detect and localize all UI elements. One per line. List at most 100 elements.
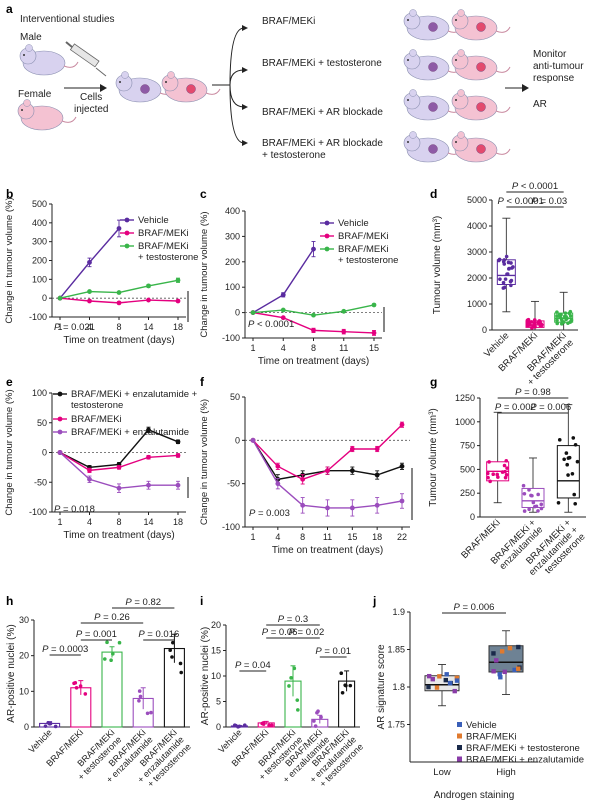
data-point [502,669,507,675]
panel-letter-i: i [200,594,203,608]
data-point [280,307,286,313]
data-point [57,295,63,301]
data-point [168,648,172,653]
data-point [566,456,571,460]
y-axis-label: AR-positive nuclei (%) [200,627,211,725]
data-point [341,329,347,335]
x-tick-label: 1 [250,343,255,353]
data-point [529,493,533,498]
data-point [557,438,562,442]
y-tick-label: -100 [29,507,47,517]
x-tick-label: 1 [57,517,62,527]
legend-marker-0 [124,217,130,223]
y-tick-label: 30 [19,615,29,625]
data-point [444,672,449,677]
mouse-arm4-female-tail [495,148,511,155]
data-point [497,257,502,262]
output-ar: AR [533,99,547,110]
x-axis-label: Time on treatment (days) [272,545,383,556]
data-point [374,502,380,508]
x-tick-label: 22 [397,532,407,542]
box-0 [496,259,516,285]
comparison-p-value: P = 0.82 [125,597,161,608]
branch-arrow-3 [229,84,245,144]
mouse-injected-female-tumour [186,84,196,94]
y-tick-label: 500 [460,464,475,474]
y-axis-label: Change in tumour volume (%) [199,211,210,337]
data-point [116,300,122,306]
panel-letter-f: f [200,375,205,389]
data-point [521,483,526,488]
data-point [137,698,141,703]
data-point [501,280,506,285]
y-tick-label: 4000 [467,221,487,231]
data-point [454,675,460,681]
x-axis-label: Androgen staining [434,790,515,801]
mouse-female-tail [61,116,77,123]
data-point [452,688,457,694]
data-point [343,683,347,687]
mouse-injected-female-ear [167,71,175,79]
data-point [234,723,238,728]
data-point [53,724,58,729]
data-point [559,312,563,317]
x-tick-label: 8 [116,322,121,332]
mouse-arm3-male-eye [407,99,409,101]
label-female: Female [18,89,52,100]
legend-label-0: Vehicle [338,218,369,229]
comparison-p-value: P = 0.03 [531,196,567,207]
data-point [534,504,539,509]
mouse-arm4-male [403,131,463,163]
data-point [570,472,575,476]
mouse-male-ear [25,44,33,52]
y-tick-label: 20 [211,620,221,630]
data-point [505,272,509,276]
legend-marker-1 [57,416,63,422]
panel-letter-j: j [372,594,376,608]
x-tick-label: 11 [323,532,332,542]
data-point [568,314,573,318]
mouse-arm1-female-tail [495,26,511,33]
data-point [237,724,242,729]
data-point [573,501,578,506]
data-point [87,476,92,482]
data-point [399,498,405,504]
x-axis-label: Time on treatment (days) [63,530,174,541]
data-point [563,311,568,315]
data-point [503,475,508,480]
data-point [116,485,122,491]
data-point [507,645,513,651]
x-tick-label: 14 [143,322,153,332]
data-point [527,488,531,492]
mouse-arm4-male-ear [409,131,417,139]
y-tick-label: 15 [211,646,221,656]
y-tick-label: 0 [42,448,47,458]
legend-label-3: BRAF/MEKi + enzalutamide [466,755,584,766]
x-tick-label: 1 [57,322,62,332]
legend-marker-2 [57,429,63,435]
data-point [502,262,507,266]
series-line-0 [252,248,315,314]
data-point [447,680,453,686]
legend-swatch-3 [457,756,462,762]
y-axis-label: Tumour volume (mm3) [432,216,443,315]
y-tick-label: 100 [32,388,47,398]
x-tick-label: 11 [339,343,348,353]
data-point [300,476,306,482]
mouse-arm1-female-tumour [476,22,486,32]
data-point [522,509,527,513]
mouse-injected-female-eye [165,81,167,83]
box-2 [556,445,580,499]
data-point [295,698,300,702]
data-point [109,658,113,663]
data-point [509,261,513,265]
syringe-needle [95,67,107,77]
mouse-arm3-female-eye [455,99,457,101]
comparison-p-value: P = 0.01 [315,646,351,657]
data-point [512,667,517,673]
comparison-p-value: P = 0.98 [515,387,551,398]
y-tick-label: 1.9 [392,607,405,617]
data-point [371,330,377,336]
category-label: Low [433,767,451,778]
x-tick-label: 18 [173,517,183,527]
